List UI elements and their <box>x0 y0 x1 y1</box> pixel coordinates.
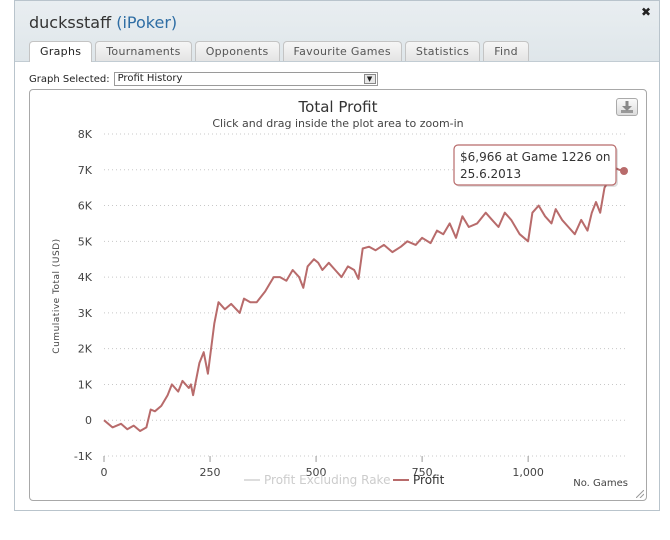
chart-subtitle: Click and drag inside the plot area to z… <box>212 117 464 130</box>
y-tick-label: 5K <box>78 235 93 248</box>
player-name: ducksstaff <box>29 13 112 32</box>
chart-series <box>103 166 628 432</box>
x-tick-label: 1,000 <box>512 466 544 479</box>
close-icon[interactable]: ✖ <box>640 5 652 19</box>
y-tick-label: 3K <box>78 307 93 320</box>
x-tick-label: 0 <box>101 466 108 479</box>
y-tick-label: 8K <box>78 128 93 141</box>
tab-tournaments[interactable]: Tournaments <box>95 41 192 61</box>
tooltip-box <box>453 144 617 186</box>
chart-plot[interactable]: -1K 0 1K 2K 3K 4K 5K 6K 7K 8K 0 250 500 750 1,000 Cum… <box>30 90 646 500</box>
graph-selector-dropdown[interactable]: Profit History ▼ <box>113 72 378 86</box>
download-icon[interactable] <box>616 98 638 116</box>
tooltip-line-1: $6,966 at Game 1226 on <box>460 150 611 164</box>
x-tick-label: 750 <box>412 466 433 479</box>
chart-title: Total Profit <box>298 98 378 116</box>
window-titlebar: ducksstaff (iPoker) ✖ Graphs Tournaments… <box>15 1 659 62</box>
tab-statistics[interactable]: Statistics <box>404 41 481 61</box>
data-point-last <box>620 166 628 175</box>
y-tick-label: 4K <box>78 271 93 284</box>
tab-favourite-games[interactable]: Favourite Games <box>282 41 402 61</box>
network-name[interactable]: (iPoker) <box>116 13 178 32</box>
tab-find[interactable]: Find <box>483 41 529 61</box>
x-tick-label: 250 <box>200 466 221 479</box>
y-tick-label: 7K <box>78 164 93 177</box>
window-title: ducksstaff (iPoker) <box>29 13 177 32</box>
y-tick-label: 2K <box>78 343 93 356</box>
chart-panel: Total Profit Click and drag inside the p… <box>29 89 647 501</box>
tooltip-line-2: 25.6.2013 <box>460 167 521 181</box>
y-tick-label: -1K <box>74 450 93 463</box>
tab-bar: Graphs Tournaments Opponents Favourite G… <box>29 41 529 62</box>
legend-item-label: Profit <box>413 473 445 487</box>
y-tick-label: 0 <box>85 414 92 427</box>
chart-legend: Profit Excluding Rake Profit <box>244 473 445 487</box>
chart-tooltip: $6,966 at Game 1226 on 25.6.2013 <box>453 144 618 187</box>
graph-selector-label: Graph Selected: <box>29 73 110 85</box>
x-tick-label: 500 <box>306 466 327 479</box>
chevron-down-icon[interactable]: ▼ <box>363 74 376 84</box>
resize-handle-icon[interactable] <box>636 490 644 498</box>
x-axis-label: No. Games <box>573 478 628 489</box>
tab-opponents[interactable]: Opponents <box>194 41 280 61</box>
graph-selector-value: Profit History <box>117 73 183 84</box>
y-tick-label: 1K <box>78 378 93 391</box>
series-line-profit <box>103 167 625 432</box>
legend-item-label: Profit Excluding Rake <box>264 473 390 487</box>
y-tick-label: 6K <box>78 200 93 213</box>
player-window: ducksstaff (iPoker) ✖ Graphs Tournaments… <box>14 0 660 511</box>
y-axis-label: Cumulative Total (USD) <box>52 238 62 353</box>
graph-selector-row: Graph Selected: Profit History ▼ <box>29 72 378 86</box>
y-axis: -1K 0 1K 2K 3K 4K 5K 6K 7K 8K <box>74 128 93 463</box>
download-arrow-icon <box>621 101 633 113</box>
tab-graphs[interactable]: Graphs <box>29 41 93 62</box>
x-axis: 0 250 500 750 1,000 <box>101 456 544 479</box>
